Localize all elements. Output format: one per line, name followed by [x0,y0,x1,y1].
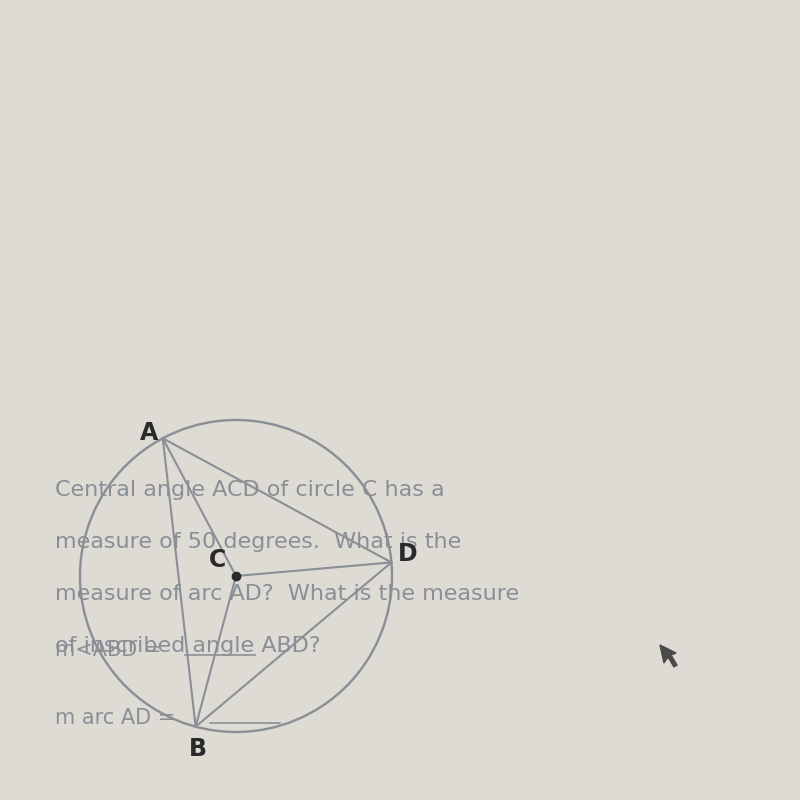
Text: of inscribed angle ABD?: of inscribed angle ABD? [55,636,321,656]
Text: measure of arc AD?  What is the measure: measure of arc AD? What is the measure [55,584,519,604]
Text: measure of 50 degrees.  What is the: measure of 50 degrees. What is the [55,532,462,552]
Text: A: A [140,422,158,446]
Text: m<ABD =: m<ABD = [55,640,168,660]
Text: Central angle ACD of circle C has a: Central angle ACD of circle C has a [55,480,445,500]
Text: C: C [210,548,226,572]
Text: B: B [189,737,206,761]
Polygon shape [660,645,677,667]
Text: D: D [398,542,418,566]
Text: m arc AD =: m arc AD = [55,708,182,728]
